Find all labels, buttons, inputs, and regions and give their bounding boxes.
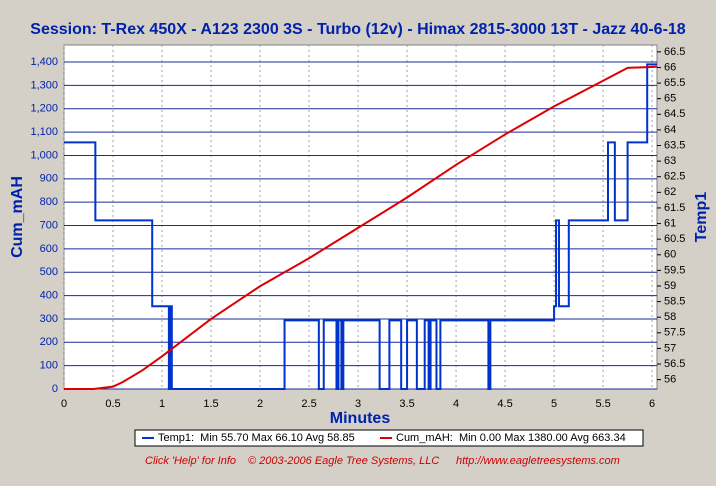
y2-tick-label: 61.5 xyxy=(664,202,685,214)
y2-tick-label: 56.5 xyxy=(664,358,685,370)
legend-label: Cum_mAH: Min 0.00 Max 1380.00 Avg 663.34 xyxy=(396,432,626,444)
y-tick-label: 1,400 xyxy=(30,56,58,68)
legend-label: Temp1: Min 55.70 Max 66.10 Avg 58.85 xyxy=(158,432,355,444)
y-tick-label: 0 xyxy=(52,383,58,395)
x-tick-label: 5 xyxy=(551,398,557,410)
y-tick-label: 900 xyxy=(40,173,58,185)
y-tick-label: 1,000 xyxy=(30,149,58,161)
x-tick-label: 3.5 xyxy=(399,398,414,410)
y2-tick-label: 62.5 xyxy=(664,171,685,183)
y-tick-label: 500 xyxy=(40,266,58,278)
y2-tick-label: 56 xyxy=(664,374,676,386)
y2-tick-label: 58 xyxy=(664,311,676,323)
series-line xyxy=(64,63,657,390)
x-tick-label: 5.5 xyxy=(595,398,610,410)
x-tick-label: 0 xyxy=(61,398,67,410)
y2-tick-label: 64.5 xyxy=(664,108,685,120)
y2-tick-label: 63.5 xyxy=(664,139,685,151)
x-tick-label: 2.5 xyxy=(301,398,316,410)
x-tick-label: 1.5 xyxy=(203,398,218,410)
y-tick-label: 100 xyxy=(40,360,58,372)
y-tick-label: 400 xyxy=(40,289,58,301)
y2-tick-label: 62 xyxy=(664,186,676,198)
x-tick-label: 4 xyxy=(453,398,459,410)
y-tick-label: 1,100 xyxy=(30,126,58,138)
x-tick-label: 6 xyxy=(649,398,655,410)
y-tick-label: 300 xyxy=(40,313,58,325)
y2-tick-label: 57.5 xyxy=(664,327,685,339)
y2-tick-label: 65 xyxy=(664,93,676,105)
y2-tick-label: 57 xyxy=(664,342,676,354)
series-line xyxy=(64,65,658,390)
y2-tick-label: 61 xyxy=(664,217,676,229)
y2-tick-label: 59.5 xyxy=(664,264,685,276)
y-tick-label: 800 xyxy=(40,196,58,208)
y-axis-label: Cum_mAH xyxy=(9,176,26,258)
x-axis-label: Minutes xyxy=(330,410,391,427)
x-tick-label: 3 xyxy=(355,398,361,410)
y2-tick-label: 60 xyxy=(664,249,676,261)
y2-tick-label: 64 xyxy=(664,124,676,136)
plot-area xyxy=(63,44,658,390)
x-tick-label: 1 xyxy=(159,398,165,410)
y-tick-label: 1,200 xyxy=(30,103,58,115)
y2-tick-label: 63 xyxy=(664,155,676,167)
y-tick-label: 1,300 xyxy=(30,79,58,91)
x-tick-label: 2 xyxy=(257,398,263,410)
y2-tick-label: 66.5 xyxy=(664,46,685,58)
y2-tick-label: 65.5 xyxy=(664,77,685,89)
y-tick-label: 200 xyxy=(40,336,58,348)
y2-axis-label: Temp1 xyxy=(693,192,710,242)
footer-help: Click 'Help' for Info xyxy=(145,455,236,467)
y2-tick-label: 59 xyxy=(664,280,676,292)
y2-tick-label: 60.5 xyxy=(664,233,685,245)
y-tick-label: 600 xyxy=(40,243,58,255)
chart-title: Session: T-Rex 450X - A123 2300 3S - Tur… xyxy=(30,21,686,38)
x-tick-label: 0.5 xyxy=(105,398,120,410)
footer-copyright: © 2003-2006 Eagle Tree Systems, LLC xyxy=(248,455,439,467)
y2-tick-label: 66 xyxy=(664,61,676,73)
y2-tick-label: 58.5 xyxy=(664,296,685,308)
footer-url: http://www.eagletreesystems.com xyxy=(456,455,620,467)
y-tick-label: 700 xyxy=(40,219,58,231)
x-tick-label: 4.5 xyxy=(497,398,512,410)
